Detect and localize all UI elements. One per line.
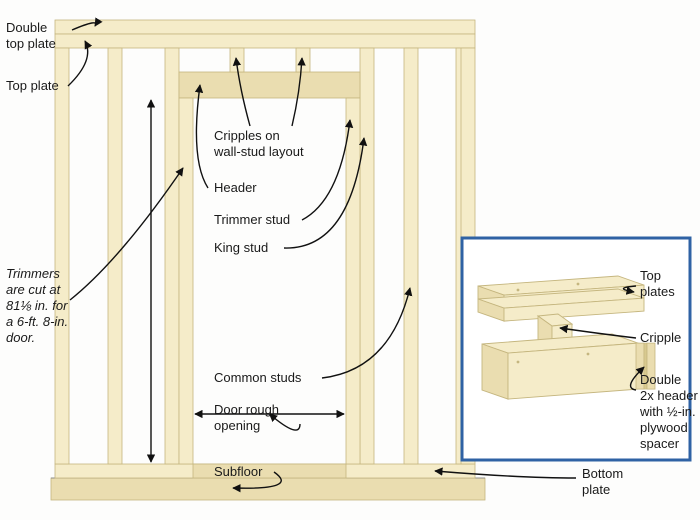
label-top-plate: Top plate [6, 78, 59, 93]
label-subfloor: Subfloor [214, 464, 263, 479]
label-header: Header [214, 180, 257, 195]
label-king-stud: King stud [214, 240, 268, 255]
label-cripples: Cripples onwall-stud layout [213, 128, 304, 159]
door-framing-diagram: Doubletop plate Top plate Cripples onwall-… [0, 0, 700, 520]
label-common-studs: Common studs [214, 370, 302, 385]
label-trimmer-stud: Trimmer stud [214, 212, 290, 227]
label-door-rough-opening: Door roughopening [214, 402, 279, 433]
label-double-top-plate: Doubletop plate [6, 20, 56, 51]
label-bottom-plate: Bottomplate [582, 466, 623, 497]
label-inset-cripple: Cripple [640, 330, 681, 345]
